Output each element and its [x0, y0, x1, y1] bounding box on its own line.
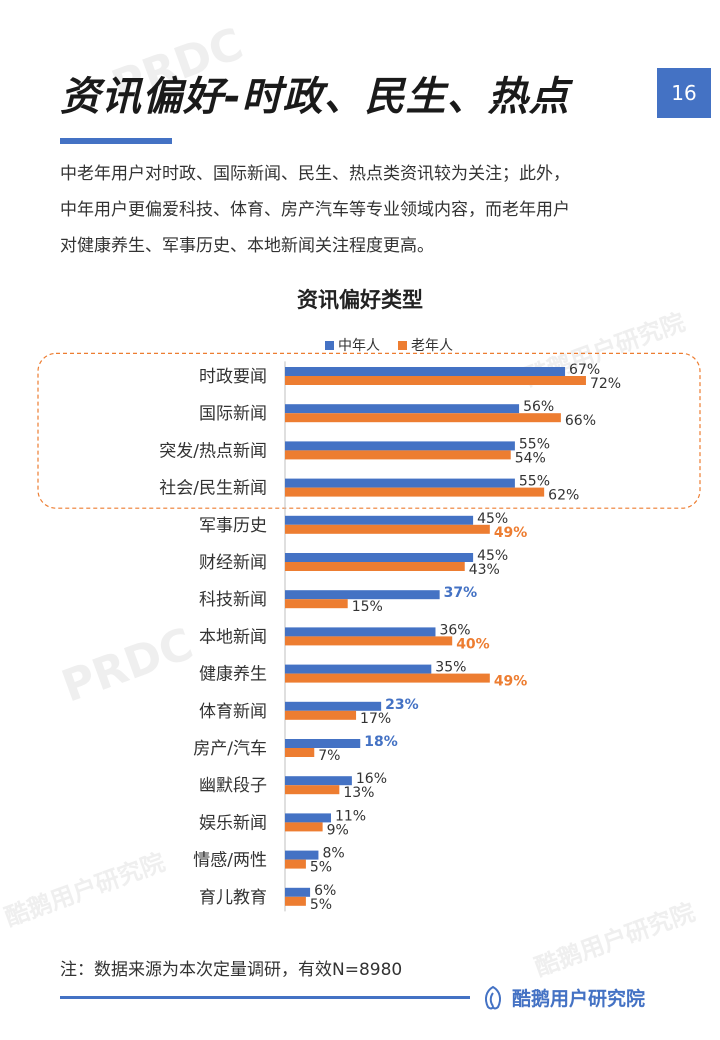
bar-chart: 时政要闻 67%72%国际新闻 56%66%突发/热点新闻 55%54%社会/民生新闻…: [37, 352, 701, 913]
category-label: 娱乐新闻: [199, 813, 267, 833]
category-label: 科技新闻: [199, 590, 267, 610]
category-label: 健康养生: [199, 665, 267, 685]
bar-elderly: [285, 562, 465, 571]
summary-line: 中年用户更偏爱科技、体育、房产汽车等专业领域内容，而老年用户: [60, 200, 570, 220]
bar-middle-aged: [285, 664, 432, 674]
bar-elderly: [285, 710, 357, 720]
data-label-elderly: 54%: [515, 450, 546, 466]
bar-middle-aged: [285, 590, 440, 600]
data-label-elderly: 43%: [469, 562, 500, 578]
summary-line: 对健康养生、军事历史、本地新闻关注程度更高。: [60, 236, 434, 256]
category-label: 突发/热点新闻: [159, 441, 267, 461]
category-label: 体育新闻: [199, 702, 267, 722]
category-label: 财经新闻: [199, 553, 267, 573]
data-label-elderly: 13%: [343, 785, 374, 801]
bar-elderly: [285, 524, 490, 534]
data-label-middle-aged: 18%: [364, 734, 398, 750]
summary-text: 中老年用户对时政、国际新闻、民生、热点类资讯较为关注；此外， 中年用户更偏爱科技…: [60, 156, 680, 264]
data-label-middle-aged: 67%: [569, 362, 600, 378]
bar-middle-aged: [285, 776, 352, 786]
data-label-elderly: 40%: [456, 636, 490, 652]
chart-title: 资讯偏好类型: [297, 288, 423, 312]
category-label: 军事历史: [199, 516, 267, 536]
data-label-middle-aged: 8%: [322, 846, 344, 862]
data-label-middle-aged: 11%: [335, 808, 366, 824]
data-label-elderly: 49%: [494, 525, 528, 541]
bar-middle-aged: [285, 701, 382, 711]
legend-label: 中年人: [338, 338, 380, 354]
bar-middle-aged: [285, 627, 436, 637]
legend-item-elderly: 老年人: [398, 335, 453, 355]
bar-elderly: [285, 785, 340, 795]
bar-middle-aged: [285, 515, 474, 525]
data-label-middle-aged: 23%: [385, 697, 419, 713]
bar-middle-aged: [285, 813, 331, 823]
bar-elderly: [285, 859, 306, 869]
penguin-logo-icon: [484, 985, 502, 1009]
category-label: 育儿教育: [199, 888, 267, 908]
footer-line: [60, 996, 470, 999]
bar-elderly: [285, 450, 511, 460]
page-number-badge: 16: [657, 68, 711, 118]
data-label-elderly: 7%: [318, 748, 340, 764]
bar-middle-aged: [285, 441, 515, 451]
data-label-middle-aged: 16%: [356, 771, 387, 787]
data-label-elderly: 66%: [565, 413, 596, 429]
data-label-middle-aged: 55%: [519, 436, 550, 452]
data-label-middle-aged: 36%: [439, 622, 470, 638]
page-title: 资讯偏好-时政、民生、热点: [60, 74, 570, 120]
category-label: 国际新闻: [199, 404, 267, 424]
bar-middle-aged: [285, 404, 520, 414]
summary-line: 中老年用户对时政、国际新闻、民生、热点类资讯较为关注；此外，: [60, 164, 570, 184]
brand-logo: 酷鹅用户研究院: [480, 984, 645, 1011]
data-label-elderly: 17%: [360, 711, 391, 727]
bar-elderly: [285, 599, 348, 609]
bar-elderly: [285, 822, 323, 832]
brand-name: 酷鹅用户研究院: [512, 988, 646, 1010]
bar-middle-aged: [285, 739, 361, 748]
bar-middle-aged: [285, 850, 319, 860]
category-label: 本地新闻: [199, 627, 267, 647]
bar-middle-aged: [285, 478, 515, 488]
data-label-elderly: 72%: [590, 376, 621, 392]
bar-middle-aged: [285, 367, 566, 376]
bar-elderly: [285, 896, 306, 906]
data-label-elderly: 5%: [310, 860, 332, 876]
data-label-middle-aged: 35%: [435, 660, 466, 676]
data-label-elderly: 9%: [327, 822, 349, 838]
legend-swatch-middle-aged: [325, 340, 334, 350]
data-label-elderly: 49%: [494, 674, 528, 690]
legend-item-middle-aged: 中年人: [325, 335, 380, 355]
data-label-elderly: 62%: [548, 488, 579, 504]
bar-middle-aged: [285, 553, 474, 562]
bar-elderly: [285, 487, 545, 497]
legend-swatch-elderly: [398, 340, 407, 350]
category-label: 房产/汽车: [193, 739, 267, 759]
data-label-middle-aged: 45%: [477, 548, 508, 564]
bar-elderly: [285, 376, 586, 385]
highlight-box: [37, 352, 701, 509]
footnote: 注：数据来源为本次定量调研，有效N=8980: [60, 960, 403, 980]
bar-elderly: [285, 748, 315, 757]
legend-label: 老年人: [411, 338, 453, 354]
category-label: 情感/两性: [193, 851, 267, 871]
data-label-middle-aged: 45%: [477, 511, 508, 527]
chart-legend: 中年人 老年人: [325, 335, 453, 355]
bar-elderly: [285, 413, 561, 423]
data-label-middle-aged: 56%: [523, 399, 554, 415]
data-label-middle-aged: 6%: [314, 883, 336, 899]
data-label-elderly: 15%: [352, 599, 383, 615]
category-label: 社会/民生新闻: [159, 479, 267, 499]
data-label-middle-aged: 55%: [519, 474, 550, 490]
bar-middle-aged: [285, 887, 311, 897]
category-label: 时政要闻: [199, 367, 267, 387]
bar-elderly: [285, 673, 490, 683]
bar-elderly: [285, 636, 453, 646]
data-label-elderly: 5%: [310, 897, 332, 913]
data-label-middle-aged: 37%: [444, 585, 478, 601]
title-underline: [60, 138, 172, 144]
category-label: 幽默段子: [199, 776, 267, 796]
